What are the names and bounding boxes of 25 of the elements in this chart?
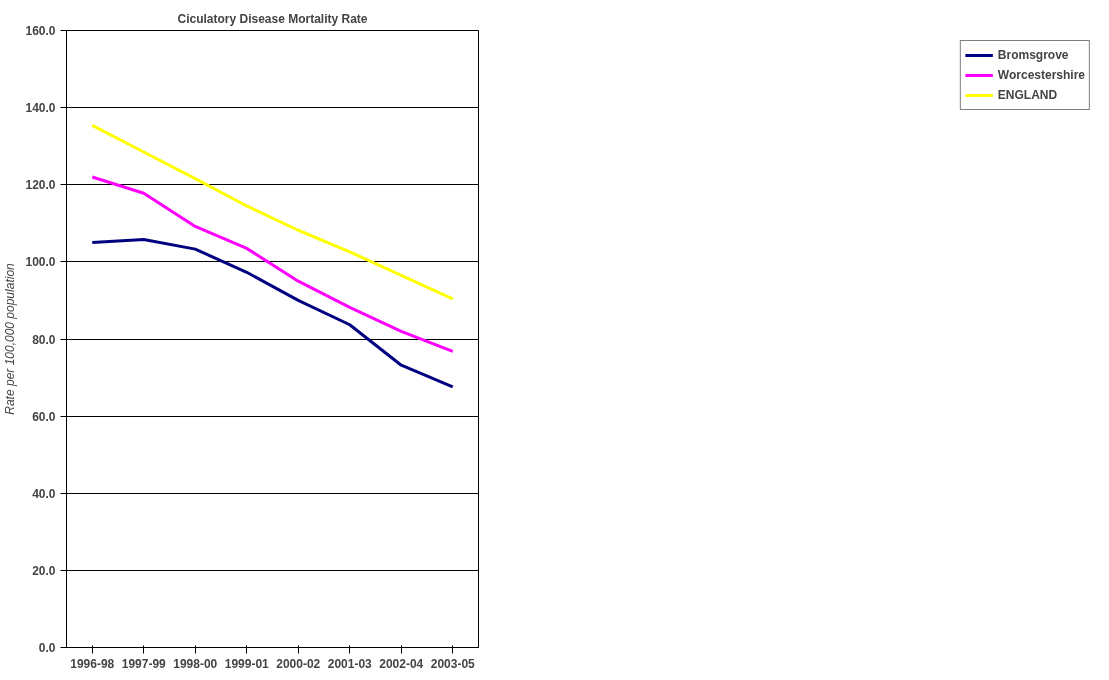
y-tick-label: 160.0	[25, 24, 56, 38]
x-tick-label: 2001-03	[327, 656, 373, 671]
legend-label: Bromsgrove	[997, 48, 1069, 62]
line-series	[90, 238, 455, 389]
y-tick-label: 80.0	[32, 332, 56, 347]
x-tick-label: 2002-04	[379, 656, 424, 671]
x-tick-label: 1997-99	[121, 656, 167, 671]
chart-title: Ciculatory Disease Mortality Rate	[177, 11, 368, 26]
line-series	[90, 175, 455, 353]
y-axis-title: Rate per 100,000 population	[3, 262, 18, 415]
y-tick-label: 20.0	[32, 563, 56, 578]
y-tick-label: 40.0	[32, 486, 56, 501]
y-tick-label: 140.0	[25, 101, 56, 116]
x-tick-label: 2003-05	[430, 656, 476, 671]
x-tick-label: 1999-01	[224, 656, 270, 671]
y-tick-label: 100.0	[25, 255, 56, 270]
x-tick-label: 1996-98	[70, 656, 115, 671]
line-series	[90, 123, 455, 301]
x-tick-label: 1998-00	[173, 656, 218, 671]
legend-label: ENGLAND	[997, 88, 1058, 102]
y-tick-label: 60.0	[32, 409, 56, 424]
x-tick-label: 2000-02	[276, 656, 321, 671]
y-tick-label: 120.0	[25, 178, 56, 193]
y-tick-label: 0.0	[38, 641, 56, 655]
legend-label: Worcestershire	[997, 68, 1085, 82]
